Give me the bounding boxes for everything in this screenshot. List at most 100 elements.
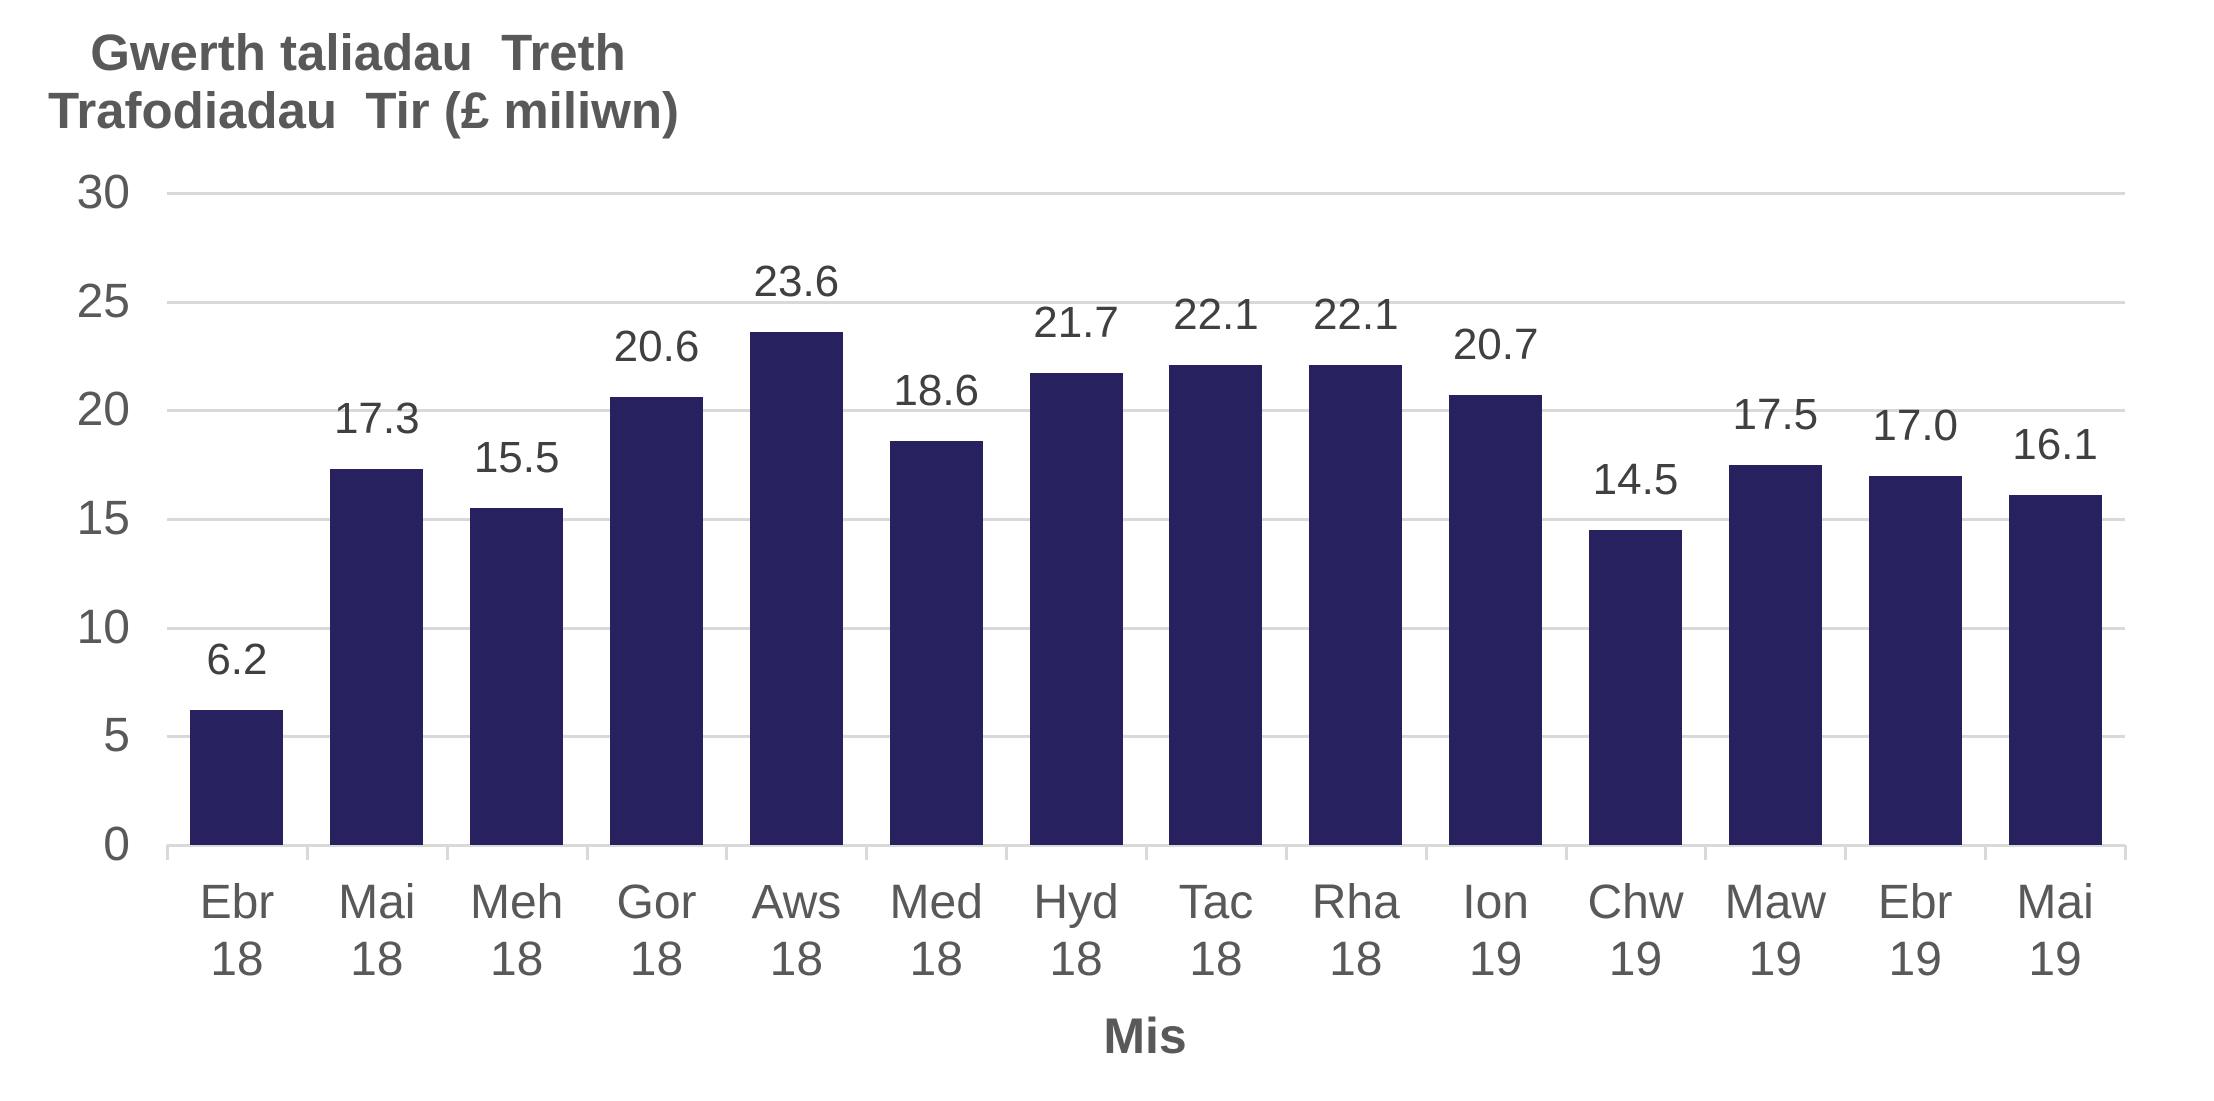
x-tick-label-year: 19: [1608, 933, 1663, 986]
chart-title: Gwerth taliadau Treth Trafodiadau Tir (£…: [48, 24, 679, 140]
bar-value-label: 6.2: [206, 635, 268, 685]
x-tick-label-year: 18: [629, 933, 684, 986]
x-tick-label-month: Mai: [2016, 876, 2094, 929]
x-axis-tick: [445, 845, 449, 860]
bar-value-label: 20.6: [613, 322, 700, 372]
y-tick-label: 30: [76, 166, 130, 219]
gridline-y-25: [167, 300, 2125, 304]
x-axis-tick: [1844, 845, 1848, 860]
gridline-y-20: [167, 409, 2125, 413]
chart-title-line-2: Trafodiadau Tir (£ miliwn): [48, 82, 679, 139]
x-tick-label: Meh 18: [437, 874, 597, 988]
x-tick-label-year: 18: [769, 933, 824, 986]
bar-Meh-18: [470, 508, 564, 845]
bar-value-label: 22.1: [1312, 289, 1399, 339]
x-tick-label: Mai 19: [1975, 874, 2135, 988]
x-tick-label: Aws 18: [716, 874, 876, 988]
x-tick-label: Chw 19: [1556, 874, 1716, 988]
bar-Hyd-18: [1029, 373, 1123, 845]
x-tick-label: Ebr 18: [157, 874, 317, 988]
x-axis-tick: [1005, 845, 1009, 860]
x-tick-label-year: 18: [1329, 933, 1383, 986]
x-tick-label-year: 19: [1468, 933, 1523, 986]
x-tick-label: Med 18: [856, 874, 1016, 988]
x-tick-label-month: Med: [889, 876, 983, 929]
x-axis-tick: [1424, 845, 1428, 860]
x-tick-label-month: Meh: [469, 876, 564, 929]
x-axis-tick: [1704, 845, 1708, 860]
x-tick-label: Ion 19: [1416, 874, 1576, 988]
x-tick-label-month: Ebr: [199, 876, 275, 929]
chart-title-line-1: Gwerth taliadau Treth: [90, 24, 626, 81]
x-tick-label: Maw 19: [1695, 874, 1855, 988]
bar-value-label: 15.5: [473, 433, 560, 483]
x-tick-label: Tac 18: [1136, 874, 1296, 988]
bar-Gor-18: [610, 397, 703, 845]
bar-Ion-19: [1449, 395, 1543, 845]
bar-Aws-18: [749, 332, 843, 845]
x-axis-tick: [1284, 845, 1288, 860]
x-tick-label-month: Tac: [1178, 876, 1254, 929]
x-tick-label: Hyd 18: [996, 874, 1156, 988]
x-tick-label-month: Aws: [751, 876, 842, 929]
y-tick-label: 20: [76, 383, 130, 437]
bar-Tac-18: [1169, 364, 1263, 845]
x-axis-tick: [585, 845, 589, 860]
gridline-y-15: [167, 518, 2125, 521]
x-axis-tick: [166, 845, 169, 860]
gridline-y-10: [167, 626, 2125, 630]
bar-value-label: 21.7: [1033, 298, 1119, 348]
x-tick-label-year: 19: [1888, 933, 1942, 986]
bar-value-label: 16.1: [2012, 420, 2098, 470]
bar-Mai-19: [2008, 495, 2102, 845]
x-tick-label-year: 18: [210, 933, 264, 986]
bar-Chw-19: [1589, 529, 1682, 845]
bar-value-label: 20.7: [1452, 320, 1539, 370]
y-tick-label: 0: [103, 818, 130, 871]
x-tick-label-month: Mai: [338, 876, 416, 929]
x-tick-label: Ebr 19: [1835, 874, 1995, 988]
bar-value-label: 17.3: [333, 394, 420, 443]
x-axis-tick: [1564, 845, 1568, 860]
bar-value-label: 23.6: [753, 257, 840, 307]
y-tick-label: 10: [76, 600, 130, 654]
x-tick-label-year: 18: [1189, 933, 1243, 986]
x-tick-label-month: Ion: [1462, 876, 1529, 929]
x-tick-label-year: 19: [1748, 933, 1803, 986]
bar-value-label: 18.6: [893, 365, 980, 415]
y-tick-label: 25: [76, 274, 130, 328]
gridline-y-5: [167, 735, 2125, 739]
x-tick-label: Gor 18: [577, 874, 737, 988]
bar-value-label: 14.5: [1592, 454, 1679, 504]
x-tick-label-month: Gor: [616, 876, 697, 929]
bar-Rha-18: [1309, 364, 1403, 845]
x-tick-label: Rha 18: [1276, 874, 1436, 988]
bar-Ebr-18: [190, 710, 284, 845]
bar-value-label: 17.0: [1872, 400, 1959, 450]
bar-Ebr-19: [1868, 475, 1962, 845]
x-axis-tick: [1145, 845, 1148, 860]
bar-Med-18: [889, 440, 983, 845]
x-axis-tick: [865, 845, 869, 860]
x-tick-label-year: 18: [1049, 933, 1103, 986]
y-tick-label: 5: [103, 709, 130, 763]
x-axis-title: Mis: [1103, 1008, 1187, 1064]
bar-Maw-19: [1728, 464, 1822, 845]
x-tick-label-year: 18: [350, 933, 404, 986]
x-tick-label-month: Hyd: [1033, 876, 1119, 929]
x-axis-tick: [2124, 845, 2127, 860]
x-axis-tick: [1984, 845, 1988, 860]
bar-value-label: 22.1: [1173, 289, 1259, 339]
x-tick-label: Mai 18: [297, 874, 457, 988]
x-tick-label-year: 19: [2028, 933, 2082, 986]
x-tick-label-year: 18: [489, 933, 544, 986]
x-axis-tick: [725, 845, 729, 860]
bar-value-label: 17.5: [1732, 389, 1819, 439]
x-tick-label-month: Ebr: [1877, 876, 1953, 929]
gridline-y-30: [167, 192, 2125, 195]
bar-Mai-18: [330, 469, 424, 845]
x-tick-label-month: Chw: [1587, 876, 1684, 929]
x-axis-tick: [305, 845, 309, 860]
x-tick-label-month: Rha: [1311, 876, 1400, 929]
